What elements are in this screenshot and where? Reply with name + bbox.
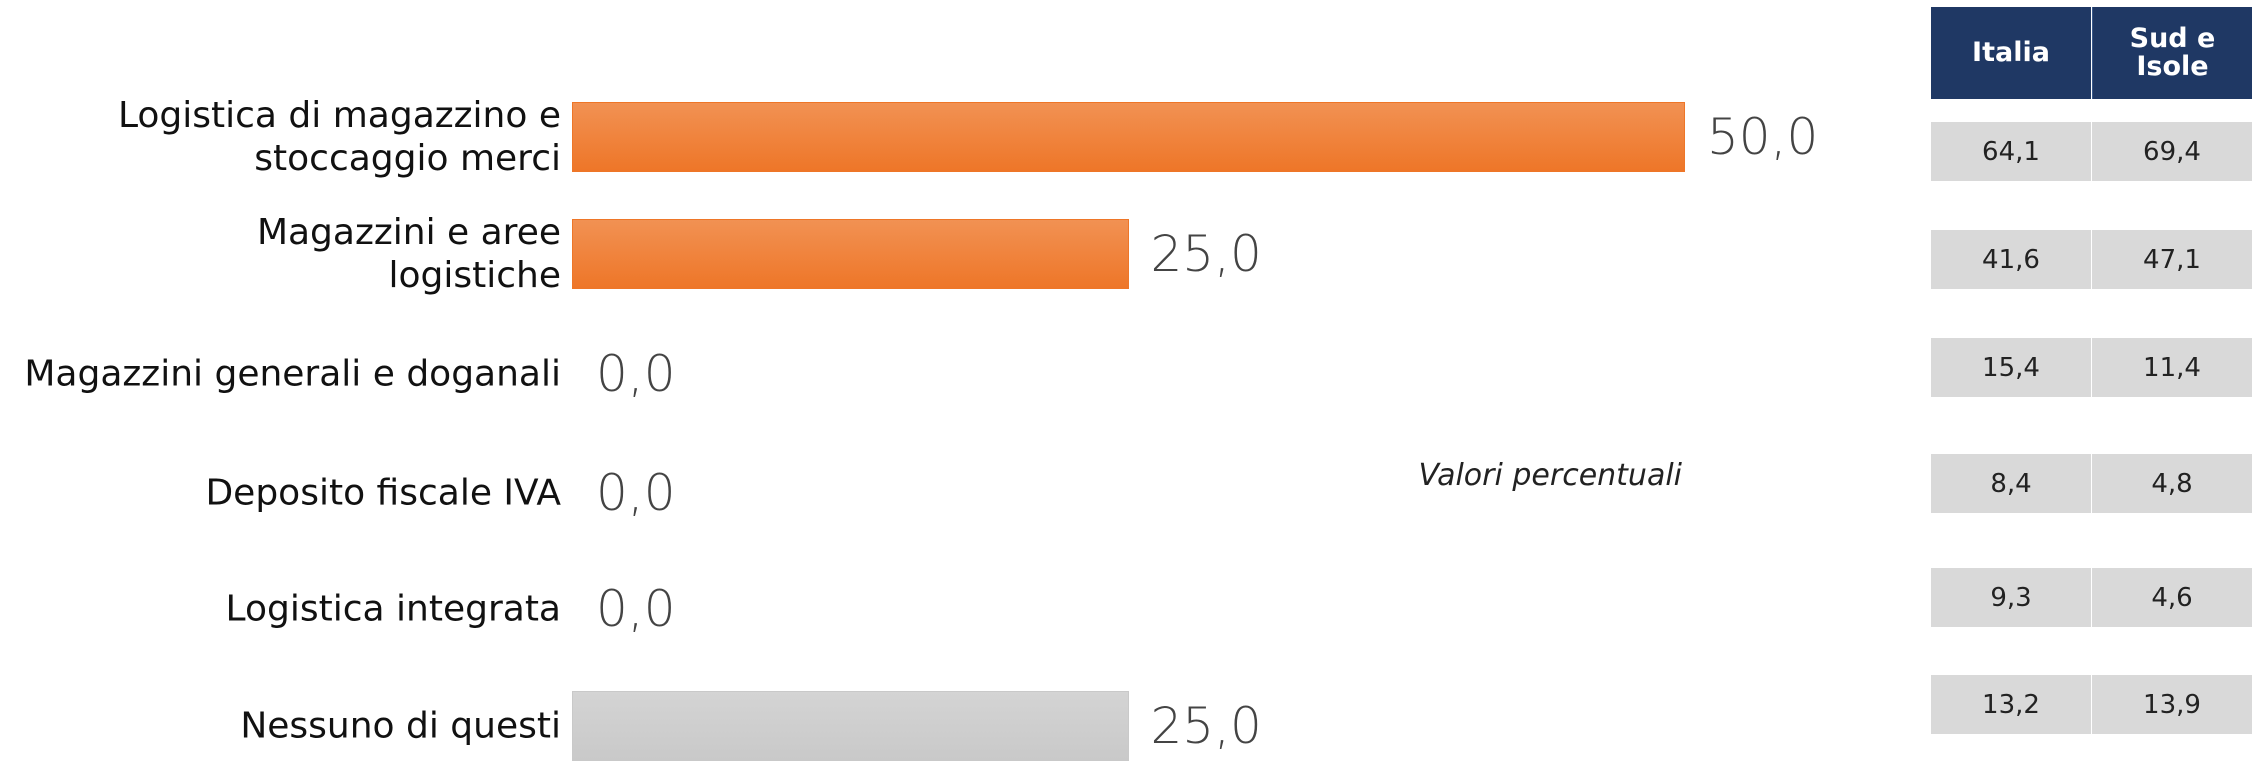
table-cell: 41,6 — [1931, 230, 2091, 289]
bar — [572, 691, 1129, 761]
category-label: Magazzini e aree logistiche — [256, 211, 561, 296]
table-cell: 64,1 — [1931, 122, 2091, 181]
table-header: Italia — [1931, 7, 2091, 99]
table-cell: 4,6 — [2092, 568, 2252, 627]
value-label: 0,0 — [596, 580, 676, 638]
table-cell: 11,4 — [2092, 338, 2252, 397]
table-cell: 47,1 — [2092, 230, 2252, 289]
value-label: 50,0 — [1707, 108, 1819, 166]
table-cell: 15,4 — [1931, 338, 2091, 397]
bar — [572, 219, 1129, 289]
table-header: Sud e Isole — [2092, 7, 2252, 99]
bar — [572, 102, 1685, 172]
table-cell: 4,8 — [2092, 454, 2252, 513]
value-label: 0,0 — [596, 464, 676, 522]
category-label: Deposito fiscale IVA — [205, 472, 561, 514]
category-label: Nessuno di questi — [240, 705, 561, 747]
category-label: Logistica integrata — [225, 588, 561, 630]
value-label: 0,0 — [596, 345, 676, 403]
annotation: Valori percentuali — [1418, 458, 1682, 493]
value-label: 25,0 — [1150, 225, 1262, 283]
table-cell: 13,9 — [2092, 675, 2252, 734]
table-cell: 9,3 — [1931, 568, 2091, 627]
table-cell: 13,2 — [1931, 675, 2091, 734]
category-label: Logistica di magazzino e stoccaggio merc… — [117, 94, 561, 179]
table-cell: 69,4 — [2092, 122, 2252, 181]
table-cell: 8,4 — [1931, 454, 2091, 513]
value-label: 25,0 — [1150, 697, 1262, 755]
category-label: Magazzini generali e doganali — [24, 353, 561, 395]
